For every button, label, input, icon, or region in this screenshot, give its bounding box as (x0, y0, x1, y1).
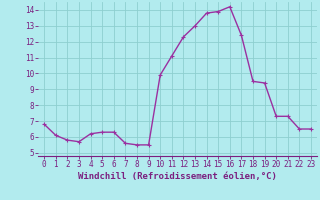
X-axis label: Windchill (Refroidissement éolien,°C): Windchill (Refroidissement éolien,°C) (78, 172, 277, 181)
